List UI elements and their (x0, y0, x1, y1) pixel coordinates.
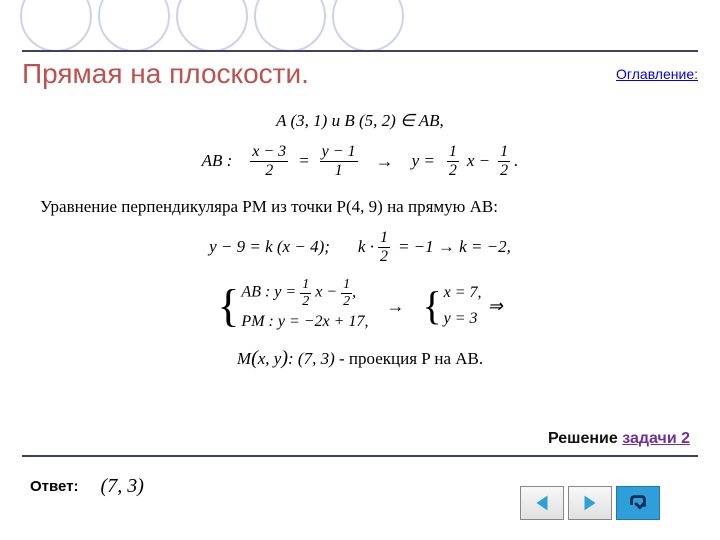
task-link[interactable]: задачи 2 (622, 430, 690, 447)
return-icon (627, 492, 649, 514)
frac-2: y − 1 1 (320, 143, 358, 179)
arrow-icon: → (376, 151, 394, 172)
answer-row: Ответ:(7, 3) (30, 475, 144, 498)
page-title: Прямая на плоскости. (22, 58, 309, 90)
frac-half-2: 1 2 (498, 143, 510, 179)
ab-label: AB : (202, 151, 233, 171)
title-row: Прямая на плоскости. Оглавление: (22, 50, 698, 90)
answer-label: Ответ: (30, 478, 79, 495)
arrow-icon: → (386, 296, 404, 317)
points-line: A (3, 1) и B (5, 2) ∈ AB, (40, 111, 680, 131)
content-area: A (3, 1) и B (5, 2) ∈ AB, AB : x − 3 2 =… (40, 105, 680, 376)
next-button[interactable] (568, 486, 612, 520)
return-button[interactable] (616, 486, 660, 520)
bottom-rule (22, 455, 698, 457)
slide: Прямая на плоскости. Оглавление: A (3, 1… (0, 0, 720, 540)
solution-label: Решение задачи 2 (548, 430, 690, 448)
triangle-left-icon (531, 492, 553, 514)
perp-k-equation: y − 9 = k (x − 4); k · 1 2 = −1 → k = −2… (40, 229, 680, 265)
M-result: M((x, y)x, y): (7, 3) - проекция P на AB… (40, 347, 680, 370)
frac-half-1: 1 2 (447, 143, 459, 179)
prev-button[interactable] (520, 486, 564, 520)
system-left: { AB : y = 1 2 x − 1 2 , PM : y = −2x + … (217, 277, 368, 334)
ab-equation: AB : x − 3 2 = y − 1 1 → y = 1 2 x − 1 2 (40, 143, 680, 179)
toc-link[interactable]: Оглавление: (616, 66, 698, 82)
nav-buttons (520, 486, 660, 520)
frac-half-k: 1 2 (378, 229, 390, 265)
perpendicular-text: Уравнение перпендикуляра PM из точки P(4… (40, 197, 680, 217)
frac-1: x − 3 2 (250, 143, 288, 179)
system-row: { AB : y = 1 2 x − 1 2 , PM : y = −2x + … (40, 277, 680, 334)
triangle-right-icon (579, 492, 601, 514)
system-solution: { x = 7, y = 3 (422, 280, 481, 331)
